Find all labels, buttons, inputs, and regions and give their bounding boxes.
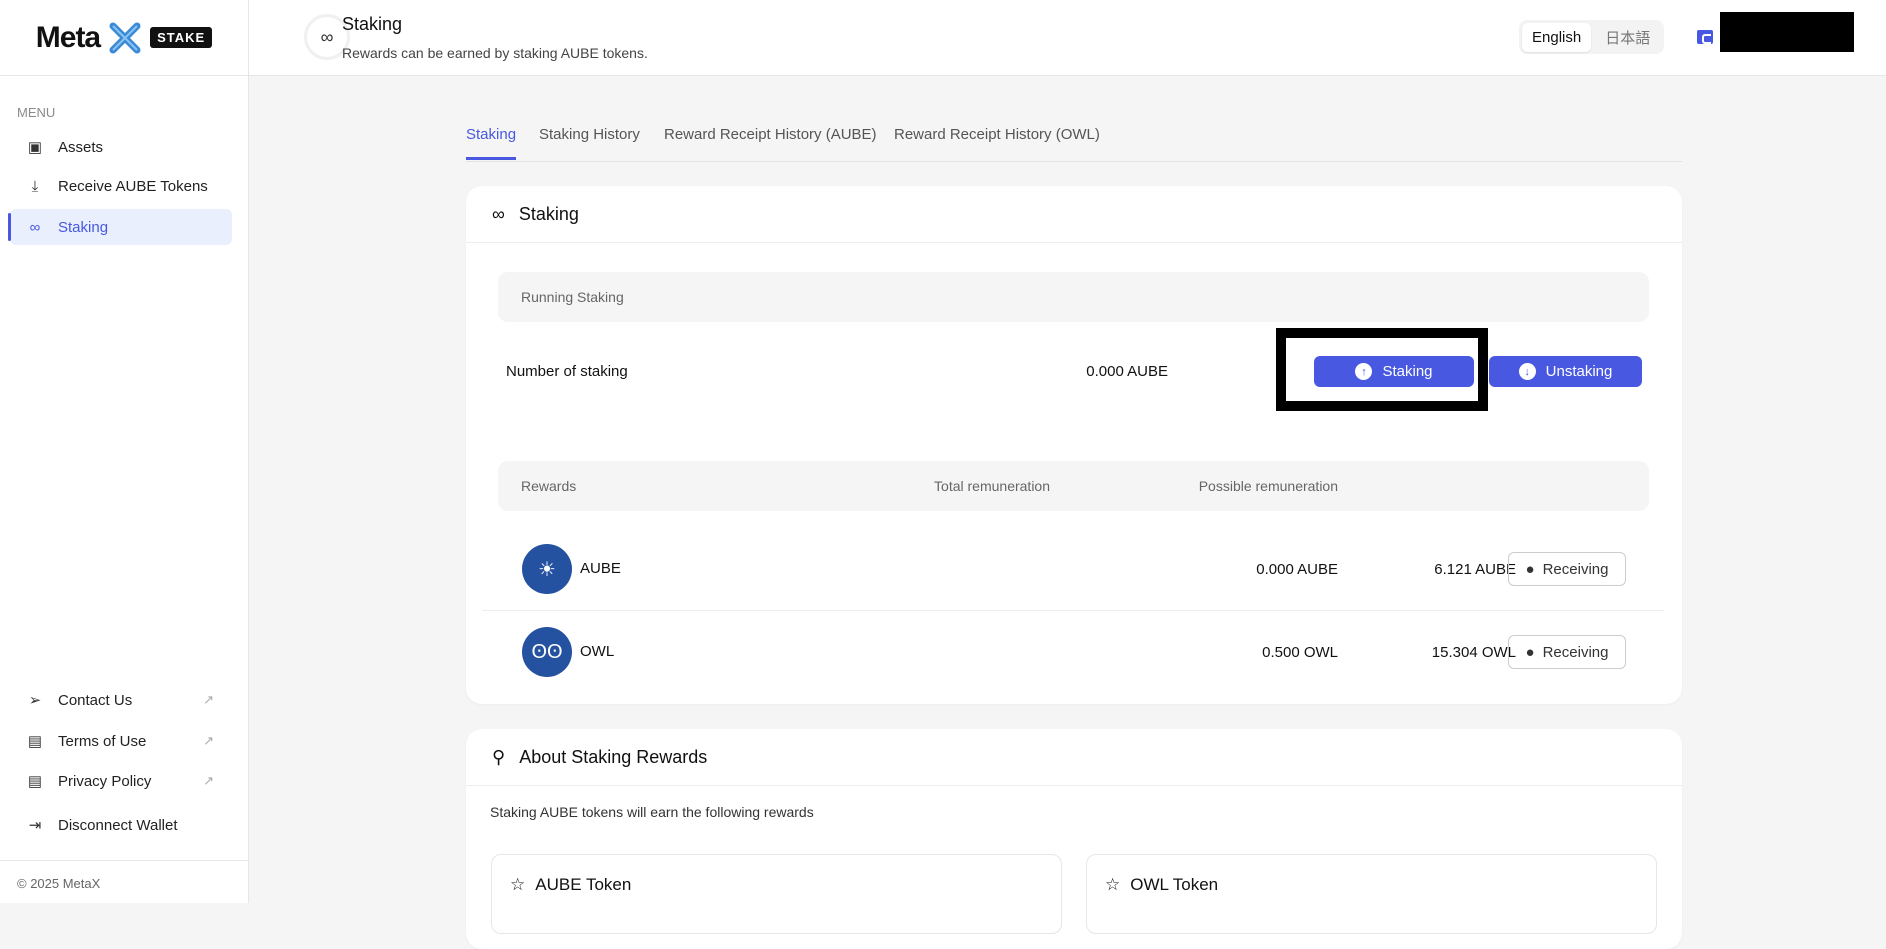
owl-logo-icon: ʘʘ xyxy=(522,627,572,677)
receiving-button[interactable]: ● Receiving xyxy=(1508,635,1626,669)
logo-x-icon xyxy=(109,22,141,53)
about-text: Staking AUBE tokens will earn the follow… xyxy=(490,804,814,820)
arrow-up-icon: ↑ xyxy=(1355,363,1373,380)
aube-logo-icon: ☀ xyxy=(522,544,572,594)
download-icon: ⤓ xyxy=(31,177,39,195)
staking-icon: ∞ xyxy=(304,14,350,60)
wallet-icon xyxy=(1697,30,1713,44)
page-subtitle: Rewards can be earned by staking AUBE to… xyxy=(342,45,648,61)
language-toggle: English 日本語 xyxy=(1519,20,1664,54)
running-staking-bar: Running Staking xyxy=(498,272,1649,322)
tab-reward-receipt-aube[interactable]: Reward Receipt History (AUBE) xyxy=(664,126,877,143)
external-link-icon: ↗ xyxy=(203,733,214,748)
document-icon: ▤ xyxy=(27,733,43,750)
page-title: Staking xyxy=(342,14,403,34)
send-icon: ➢ xyxy=(28,692,42,709)
divider xyxy=(0,860,248,861)
divider xyxy=(482,610,1664,611)
external-link-icon: ↗ xyxy=(203,773,214,788)
sidebar-item-disconnect-wallet[interactable]: ⇥ Disconnect Wallet xyxy=(10,807,232,843)
sidebar-item-contact-us[interactable]: ➢ Contact Us ↗ xyxy=(10,682,232,718)
star-icon: ☆ xyxy=(510,875,526,894)
reward-token: OWL xyxy=(580,643,615,660)
sidebar-item-privacy-policy[interactable]: ▤ Privacy Policy ↗ xyxy=(27,772,214,791)
external-link-icon: ↗ xyxy=(203,692,214,707)
document-icon: ▤ xyxy=(27,773,43,790)
owl-token-card: ☆ OWL Token xyxy=(1086,854,1657,934)
arrow-down-icon: ↓ xyxy=(1518,363,1536,380)
number-of-staking-label: Number of staking xyxy=(506,363,628,380)
receiving-button[interactable]: ● Receiving xyxy=(1508,552,1626,586)
reward-token: AUBE xyxy=(580,560,621,577)
star-icon: ☆ xyxy=(1105,875,1121,894)
staking-card: ∞ Staking Running Staking Number of staki… xyxy=(466,186,1682,704)
aube-token-card: ☆ AUBE Token xyxy=(491,854,1062,934)
logo[interactable]: Meta STAKE xyxy=(0,0,248,76)
about-staking-rewards-card: ⚲ About Staking Rewards Staking AUBE toke… xyxy=(466,729,1682,949)
sidebar-item-terms-of-use[interactable]: ▤ Terms of Use ↗ xyxy=(27,732,214,751)
staking-button[interactable]: ↑ Staking xyxy=(1314,356,1474,387)
award-icon: ● xyxy=(1525,643,1535,661)
copyright: © 2025 MetaX xyxy=(17,876,101,891)
staking-icon: ∞ xyxy=(492,203,505,224)
staking-icon: ∞ xyxy=(29,218,41,236)
award-icon: ⚲ xyxy=(492,746,506,767)
wallet-icon: ▣ xyxy=(27,139,43,156)
sidebar-item-staking[interactable]: ∞ Staking xyxy=(8,209,232,245)
logout-icon: ⇥ xyxy=(28,817,42,834)
language-japanese[interactable]: 日本語 xyxy=(1605,29,1651,47)
language-english[interactable]: English xyxy=(1522,22,1592,52)
card-header: ⚲ About Staking Rewards xyxy=(466,729,1682,786)
reward-total: 6.121 AUBE xyxy=(1434,561,1516,578)
menu-label: MENU xyxy=(17,105,56,120)
reward-total: 15.304 OWL xyxy=(1431,644,1516,661)
award-icon: ● xyxy=(1525,560,1535,578)
sidebar: Meta STAKE MENU ▣ Assets ⤓ Receive AUBE To… xyxy=(0,0,249,903)
header: ∞ Staking Rewards can be earned by staki… xyxy=(249,0,1886,76)
number-of-staking-value: 0.000 AUBE xyxy=(1086,363,1168,380)
tab-reward-receipt-owl[interactable]: Reward Receipt History (OWL) xyxy=(894,126,1100,143)
highlight-box xyxy=(1276,328,1488,411)
sidebar-item-assets[interactable]: ▣ Assets xyxy=(27,138,104,157)
wallet-address-redacted[interactable] xyxy=(1720,12,1854,52)
tab-staking[interactable]: Staking xyxy=(466,126,517,160)
sidebar-item-receive-aube[interactable]: ⤓ Receive AUBE Tokens xyxy=(10,168,232,204)
tab-bar: Staking Staking History Reward Receipt H… xyxy=(466,120,1682,162)
card-header: ∞ Staking xyxy=(466,186,1682,243)
reward-possible: 0.500 OWL xyxy=(1262,644,1338,661)
reward-possible: 0.000 AUBE xyxy=(1256,561,1338,578)
unstaking-button[interactable]: ↓ Unstaking xyxy=(1489,356,1642,387)
rewards-header-bar: Rewards Total remuneration Possible remu… xyxy=(498,461,1649,511)
tab-staking-history[interactable]: Staking History xyxy=(539,126,640,143)
